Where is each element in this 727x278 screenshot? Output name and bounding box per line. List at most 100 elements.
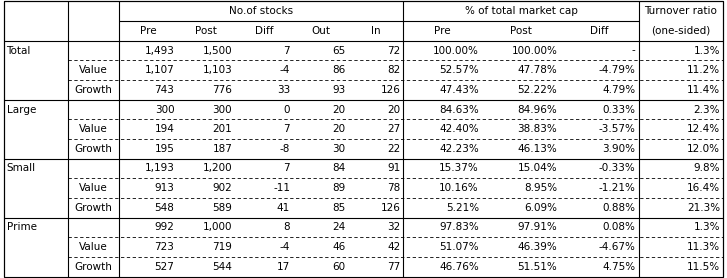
Text: 992: 992: [155, 222, 174, 232]
Text: Pre: Pre: [434, 26, 451, 36]
Text: 1,200: 1,200: [203, 163, 232, 173]
Text: 9.8%: 9.8%: [694, 163, 720, 173]
Text: 194: 194: [155, 124, 174, 134]
Text: 1.3%: 1.3%: [694, 222, 720, 232]
Text: 544: 544: [212, 262, 232, 272]
Text: Diff: Diff: [590, 26, 608, 36]
Text: 1,103: 1,103: [203, 65, 232, 75]
Text: 7: 7: [284, 163, 290, 173]
Text: 8.95%: 8.95%: [524, 183, 558, 193]
Text: 21.3%: 21.3%: [687, 203, 720, 213]
Text: (one-sided): (one-sided): [651, 26, 710, 36]
Text: 46: 46: [332, 242, 345, 252]
Text: 60: 60: [332, 262, 345, 272]
Text: 1,193: 1,193: [145, 163, 174, 173]
Text: 51.51%: 51.51%: [518, 262, 558, 272]
Text: 47.78%: 47.78%: [518, 65, 558, 75]
Text: 719: 719: [212, 242, 232, 252]
Text: 12.0%: 12.0%: [687, 144, 720, 154]
Text: 65: 65: [332, 46, 345, 56]
Text: 11.5%: 11.5%: [687, 262, 720, 272]
Text: 5.21%: 5.21%: [446, 203, 479, 213]
Text: 46.13%: 46.13%: [518, 144, 558, 154]
Text: 300: 300: [155, 105, 174, 115]
Text: 548: 548: [155, 203, 174, 213]
Text: 15.04%: 15.04%: [518, 163, 558, 173]
Text: 84.96%: 84.96%: [518, 105, 558, 115]
Text: 0: 0: [284, 105, 290, 115]
Text: 85: 85: [332, 203, 345, 213]
Text: Total: Total: [7, 46, 31, 56]
Text: 0.33%: 0.33%: [603, 105, 635, 115]
Text: 17: 17: [277, 262, 290, 272]
Text: 89: 89: [332, 183, 345, 193]
Text: 86: 86: [332, 65, 345, 75]
Text: 51.07%: 51.07%: [439, 242, 479, 252]
Text: -8: -8: [280, 144, 290, 154]
Text: 72: 72: [387, 46, 401, 56]
Text: 46.39%: 46.39%: [518, 242, 558, 252]
Text: -0.33%: -0.33%: [599, 163, 635, 173]
Text: 8: 8: [284, 222, 290, 232]
Text: Value: Value: [79, 124, 108, 134]
Text: -4.67%: -4.67%: [599, 242, 635, 252]
Text: 20: 20: [387, 105, 401, 115]
Text: Out: Out: [311, 26, 330, 36]
Text: 84: 84: [332, 163, 345, 173]
Text: 527: 527: [155, 262, 174, 272]
Text: 100.00%: 100.00%: [511, 46, 558, 56]
Text: 11.4%: 11.4%: [687, 85, 720, 95]
Text: Growth: Growth: [75, 85, 113, 95]
Text: Value: Value: [79, 183, 108, 193]
Text: 27: 27: [387, 124, 401, 134]
Text: Turnover ratio: Turnover ratio: [644, 6, 718, 16]
Text: In: In: [371, 26, 381, 36]
Text: 776: 776: [212, 85, 232, 95]
Text: 1,000: 1,000: [203, 222, 232, 232]
Text: 7: 7: [284, 46, 290, 56]
Text: 902: 902: [212, 183, 232, 193]
Text: 42.23%: 42.23%: [439, 144, 479, 154]
Text: 300: 300: [212, 105, 232, 115]
Text: Growth: Growth: [75, 144, 113, 154]
Text: Value: Value: [79, 242, 108, 252]
Text: 589: 589: [212, 203, 232, 213]
Text: 743: 743: [155, 85, 174, 95]
Text: 195: 195: [155, 144, 174, 154]
Text: 78: 78: [387, 183, 401, 193]
Text: 46.76%: 46.76%: [439, 262, 479, 272]
Text: 97.83%: 97.83%: [439, 222, 479, 232]
Text: 20: 20: [332, 105, 345, 115]
Text: 100.00%: 100.00%: [433, 46, 479, 56]
Text: 1.3%: 1.3%: [694, 46, 720, 56]
Text: 30: 30: [332, 144, 345, 154]
Text: 12.4%: 12.4%: [687, 124, 720, 134]
Text: Value: Value: [79, 65, 108, 75]
Text: 723: 723: [155, 242, 174, 252]
Text: -4: -4: [280, 65, 290, 75]
Text: 15.37%: 15.37%: [439, 163, 479, 173]
Text: Post: Post: [510, 26, 532, 36]
Text: 3.90%: 3.90%: [603, 144, 635, 154]
Text: 10.16%: 10.16%: [439, 183, 479, 193]
Text: 41: 41: [277, 203, 290, 213]
Text: 201: 201: [212, 124, 232, 134]
Text: Growth: Growth: [75, 262, 113, 272]
Text: 24: 24: [332, 222, 345, 232]
Text: 42.40%: 42.40%: [439, 124, 479, 134]
Text: 126: 126: [381, 203, 401, 213]
Text: -4.79%: -4.79%: [599, 65, 635, 75]
Text: 22: 22: [387, 144, 401, 154]
Text: 4.75%: 4.75%: [603, 262, 635, 272]
Text: 52.57%: 52.57%: [439, 65, 479, 75]
Text: Large: Large: [7, 105, 36, 115]
Text: -: -: [632, 46, 635, 56]
Text: 97.91%: 97.91%: [518, 222, 558, 232]
Text: Pre: Pre: [140, 26, 156, 36]
Text: 20: 20: [332, 124, 345, 134]
Text: Small: Small: [7, 163, 36, 173]
Text: 52.22%: 52.22%: [518, 85, 558, 95]
Text: 84.63%: 84.63%: [439, 105, 479, 115]
Text: No.of stocks: No.of stocks: [229, 6, 294, 16]
Text: Diff: Diff: [255, 26, 273, 36]
